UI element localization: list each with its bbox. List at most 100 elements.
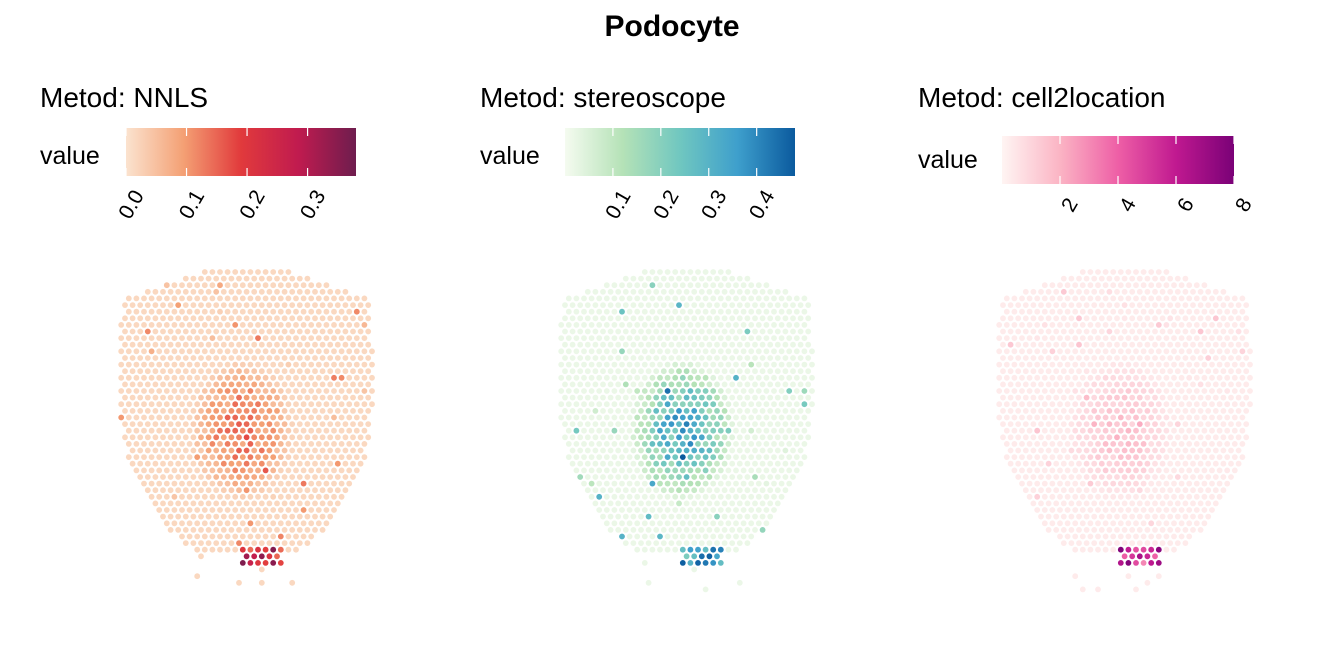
spot xyxy=(156,454,163,460)
spot xyxy=(706,275,713,282)
spot xyxy=(1231,388,1238,394)
spot xyxy=(315,507,322,513)
spot xyxy=(243,513,250,520)
spot xyxy=(653,487,660,494)
spot xyxy=(558,322,565,328)
spot xyxy=(641,388,648,394)
spot xyxy=(592,315,599,322)
spot xyxy=(1216,493,1223,500)
spot xyxy=(1178,361,1185,368)
spot xyxy=(171,308,178,315)
spot xyxy=(664,322,671,328)
spot xyxy=(304,394,311,401)
spot xyxy=(702,335,709,341)
spot xyxy=(695,295,701,302)
spot xyxy=(1144,553,1151,560)
spot xyxy=(1053,447,1060,454)
spot xyxy=(293,454,299,460)
spot xyxy=(315,348,322,355)
spot xyxy=(1091,513,1098,520)
spot xyxy=(251,540,258,546)
spot xyxy=(247,322,254,328)
spot xyxy=(353,388,360,394)
spot xyxy=(1117,520,1124,527)
spot xyxy=(683,553,690,560)
spot xyxy=(1076,487,1082,494)
spot xyxy=(1095,507,1101,513)
spot xyxy=(346,427,353,434)
spot xyxy=(1182,421,1189,427)
spot xyxy=(277,507,284,513)
spot xyxy=(622,527,629,533)
spot xyxy=(630,368,637,375)
spot xyxy=(687,533,694,540)
spot xyxy=(725,467,732,474)
spot xyxy=(1174,434,1181,441)
spot xyxy=(186,322,193,328)
spot xyxy=(1041,454,1048,460)
spot xyxy=(1030,394,1037,401)
spot xyxy=(125,322,132,328)
spot xyxy=(558,335,565,341)
spot xyxy=(736,421,743,427)
spot xyxy=(293,335,299,341)
spot xyxy=(759,487,766,494)
spot xyxy=(342,394,349,401)
spot xyxy=(1220,381,1227,388)
spot xyxy=(163,414,170,421)
spot xyxy=(262,467,269,474)
spot xyxy=(258,513,265,520)
spot xyxy=(1057,507,1063,513)
spot xyxy=(581,467,587,474)
spot xyxy=(702,533,709,540)
spot xyxy=(342,421,349,427)
spot xyxy=(1144,474,1151,480)
spot xyxy=(1212,315,1219,322)
spot xyxy=(220,341,227,348)
spot xyxy=(156,441,163,447)
spot xyxy=(790,460,796,467)
spot xyxy=(125,374,132,381)
spot xyxy=(1231,348,1238,355)
spot xyxy=(217,335,223,341)
spot xyxy=(641,361,648,368)
spot xyxy=(137,460,144,467)
spot xyxy=(573,348,580,355)
spot xyxy=(346,348,353,355)
spot xyxy=(698,460,705,467)
spot xyxy=(1247,374,1253,381)
spot xyxy=(588,414,595,421)
spot xyxy=(255,560,261,566)
spot xyxy=(683,447,690,454)
spot xyxy=(744,368,751,375)
spot xyxy=(562,315,568,322)
spot xyxy=(1041,427,1048,434)
spot xyxy=(350,394,356,401)
spot xyxy=(645,355,652,361)
spot xyxy=(1174,447,1181,454)
spot xyxy=(725,507,732,513)
spot xyxy=(205,341,212,348)
spot xyxy=(1000,381,1006,388)
spot xyxy=(163,493,170,500)
spot xyxy=(1125,361,1132,368)
spot xyxy=(228,447,235,454)
spot xyxy=(721,368,728,375)
spot xyxy=(350,434,356,441)
spot-map-svg: 0.0 0.1 0.2 0.3 xyxy=(114,128,375,586)
spot xyxy=(1212,341,1219,348)
spot xyxy=(600,434,606,441)
spot xyxy=(179,322,185,328)
spot xyxy=(312,341,318,348)
spot xyxy=(1197,487,1204,494)
spot xyxy=(1228,447,1234,454)
spot xyxy=(1022,447,1029,454)
spot xyxy=(1076,302,1082,308)
spot xyxy=(1019,388,1025,394)
spot xyxy=(1140,401,1147,408)
spot xyxy=(1140,467,1147,474)
spot xyxy=(1019,467,1025,474)
spot xyxy=(1049,441,1056,447)
spot xyxy=(733,467,739,474)
spot xyxy=(1041,335,1048,341)
